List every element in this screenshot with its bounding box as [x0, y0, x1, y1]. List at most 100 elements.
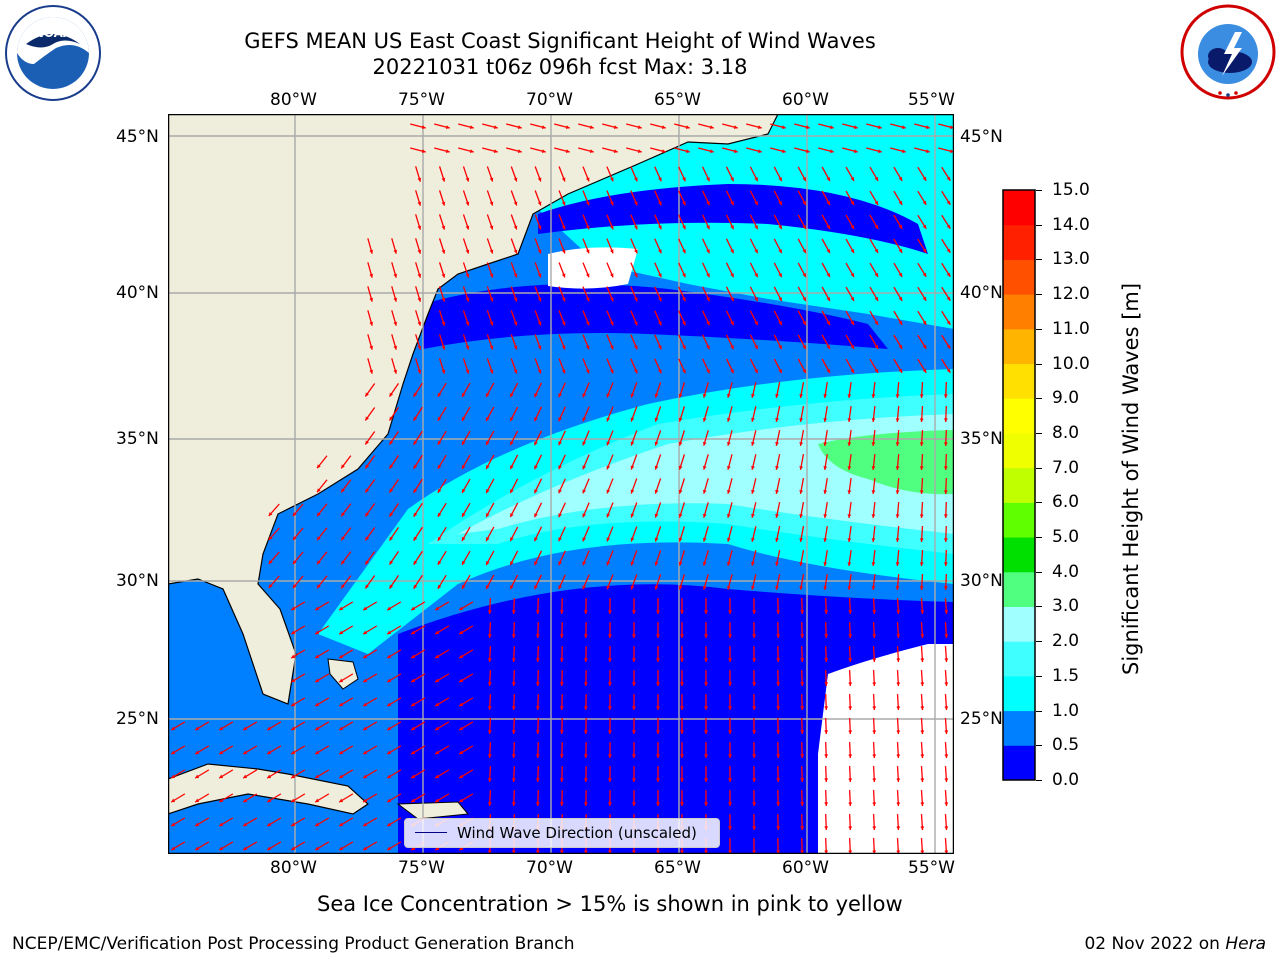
wind-arrow-head	[922, 368, 927, 373]
wind-arrow-head	[487, 730, 492, 734]
wind-arrow-head	[775, 465, 779, 470]
wind-arrow-head	[243, 726, 248, 731]
wind-arrow-head	[608, 754, 612, 758]
wind-arrow-head	[829, 149, 834, 153]
wind-arrow-head	[802, 201, 806, 206]
wind-arrow-head	[317, 536, 321, 541]
wind-arrow-head	[459, 654, 464, 659]
wind-arrow-head	[585, 297, 590, 302]
wind-arrow-head	[702, 417, 707, 422]
wind-arrow-head	[489, 345, 494, 350]
colorbar-tick-mark	[1036, 294, 1042, 296]
colorbar-cell	[1003, 675, 1035, 712]
wind-arrow-head	[874, 344, 879, 349]
wind-arrow-head	[459, 702, 464, 707]
wind-arrow-head	[946, 200, 951, 205]
wind-arrow-head	[632, 754, 636, 758]
colorbar-cell	[1003, 398, 1035, 434]
wind-arrow-head	[171, 750, 176, 755]
wind-arrow-head	[582, 537, 586, 542]
wind-arrow-head	[534, 561, 538, 566]
wind-arrow-head	[728, 658, 732, 662]
wind-arrow-head	[389, 488, 394, 493]
wind-arrow-head	[461, 440, 466, 445]
wind-arrow-head	[656, 778, 660, 782]
wind-arrow-head	[658, 321, 662, 326]
wind-arrow-head	[877, 149, 882, 153]
wind-arrow-head	[608, 730, 612, 734]
wind-arrow-head	[585, 249, 590, 254]
wind-arrow-head	[441, 345, 446, 350]
wind-arrow-head	[537, 369, 542, 374]
wind-arrow-head	[704, 850, 708, 854]
colorbar-tick-label: 0.5	[1052, 735, 1080, 756]
wind-arrow-head	[487, 802, 492, 806]
wind-arrow-head	[898, 200, 903, 205]
wind-arrow-head	[704, 610, 708, 614]
wind-arrow-head	[775, 393, 779, 398]
wind-arrow-head	[489, 273, 494, 278]
wind-arrow-head	[339, 726, 344, 731]
colorbar-cell	[1003, 571, 1035, 607]
wind-arrow-head	[459, 726, 464, 731]
wind-arrow-head	[922, 200, 927, 205]
wind-arrow-head	[465, 321, 470, 326]
wind-arrow-head	[727, 585, 731, 590]
wind-arrow-head	[678, 489, 683, 494]
wind-arrow-head	[559, 682, 564, 686]
wind-arrow-head	[634, 321, 638, 326]
wind-arrow-head	[487, 754, 492, 758]
lat-label-left-35n: 35°N	[116, 429, 159, 449]
wind-arrow-head	[558, 513, 562, 518]
wind-arrow-head	[365, 560, 369, 565]
wind-arrow-head	[752, 826, 757, 830]
wind-arrow-head	[680, 610, 684, 614]
wind-arrow-head	[877, 125, 882, 129]
wind-arrow-head	[537, 345, 542, 350]
lon-label-top-80w: 80°W	[270, 90, 317, 110]
colorbar-cell	[1003, 745, 1035, 781]
wind-arrow-head	[486, 561, 490, 566]
wind-arrow-head	[435, 654, 440, 659]
wind-arrow-head	[437, 440, 442, 445]
wind-arrow-head	[606, 513, 611, 518]
wind-arrow-head	[727, 489, 731, 494]
wind-arrow-head	[752, 634, 757, 638]
wind-arrow-head	[661, 149, 666, 153]
wind-arrow-head	[775, 417, 779, 422]
wind-arrow-head	[776, 634, 781, 638]
wind-arrow-head	[561, 177, 566, 182]
wind-arrow-head	[493, 149, 498, 153]
wind-arrow-head	[802, 345, 806, 350]
wind-arrow-head	[872, 730, 877, 734]
wind-arrow-head	[417, 321, 422, 326]
wind-arrow-head	[778, 297, 782, 302]
wind-arrow-head	[363, 774, 368, 779]
wind-arrow-head	[871, 466, 876, 470]
colorbar-tick-mark	[1036, 432, 1042, 434]
wind-arrow-head	[441, 177, 446, 182]
wind-arrow-head	[848, 634, 853, 638]
wind-arrow-head	[872, 634, 877, 638]
wind-arrow-head	[850, 272, 854, 277]
wind-arrow-head	[513, 321, 518, 326]
wind-arrow-head	[510, 489, 514, 494]
wind-arrow-head	[895, 490, 900, 494]
wind-arrow-head	[776, 730, 781, 734]
wind-arrow-head	[946, 344, 951, 349]
wind-arrow-head	[800, 850, 805, 854]
wind-arrow-head	[511, 658, 516, 662]
wind-arrow-head	[728, 610, 732, 614]
wind-arrow-head	[754, 249, 758, 254]
wind-arrow-head	[489, 225, 494, 230]
wind-arrow-head	[778, 249, 782, 254]
wind-arrow-head	[363, 798, 368, 803]
wind-arrow-head	[195, 774, 200, 779]
wind-arrow-head	[920, 802, 925, 806]
wind-arrow-head	[630, 537, 635, 542]
wind-arrow-head	[682, 345, 686, 350]
wind-arrow-head	[437, 560, 442, 565]
wind-arrow-head	[537, 177, 542, 182]
wind-arrow-head	[680, 634, 684, 638]
colorbar-tick-label: 2.0	[1052, 631, 1080, 652]
